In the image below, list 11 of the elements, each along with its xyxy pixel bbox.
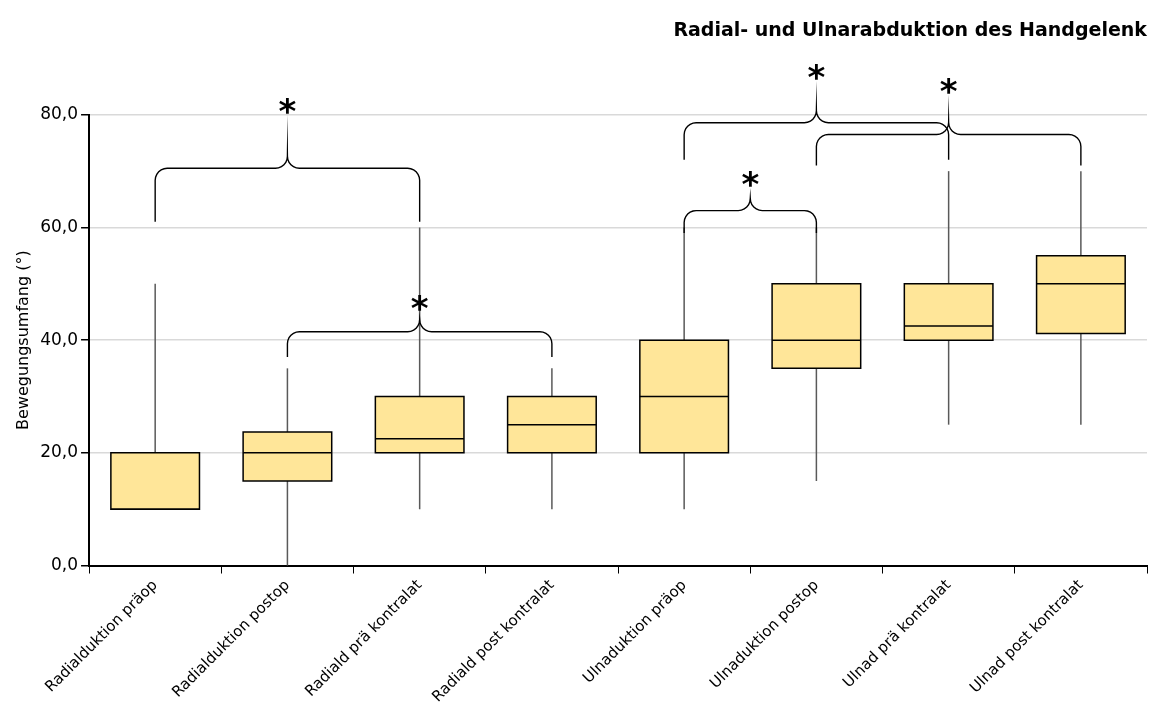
chart-title: Radial- und Ulnarabduktion des Handgelenk xyxy=(673,18,1148,41)
text: * xyxy=(939,70,958,111)
annotation: * xyxy=(741,164,760,205)
y-axis-title: Bewegungsumfang (°) xyxy=(12,250,32,431)
text: * xyxy=(807,57,826,97)
y-tick-label: 0,0 xyxy=(51,553,79,574)
y-tick-label: 60,0 xyxy=(40,215,79,236)
annotation: * xyxy=(278,90,297,131)
y-tick-label: 20,0 xyxy=(40,441,79,462)
y-tick-label: 40,0 xyxy=(40,328,79,349)
y-tick-label: 80,0 xyxy=(40,103,79,124)
